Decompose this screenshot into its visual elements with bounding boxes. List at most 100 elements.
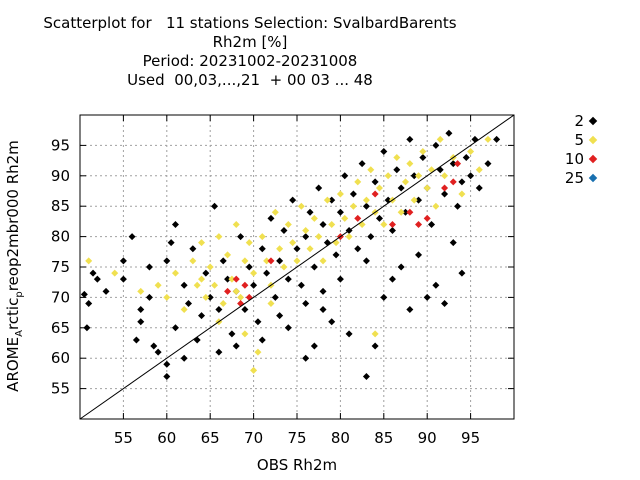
data-point — [232, 342, 240, 350]
data-point — [449, 160, 457, 168]
data-point — [254, 318, 262, 326]
data-point — [475, 184, 483, 192]
data-point — [224, 275, 232, 283]
data-point — [289, 196, 297, 204]
data-point — [267, 299, 275, 307]
data-point — [245, 263, 253, 271]
data-point — [493, 135, 501, 143]
data-point — [289, 239, 297, 247]
data-point — [475, 166, 483, 174]
data-point — [83, 324, 91, 332]
legend-marker — [588, 173, 598, 183]
data-point — [362, 257, 370, 265]
data-point — [423, 184, 431, 192]
data-point — [397, 184, 405, 192]
x-tick-label: 95 — [461, 429, 480, 447]
data-point — [219, 299, 227, 307]
data-point — [345, 330, 353, 338]
data-point — [297, 202, 305, 210]
data-point — [93, 275, 101, 283]
data-point — [293, 257, 301, 265]
legend-item: 5 — [528, 131, 608, 150]
data-point — [349, 190, 357, 198]
y-tick-label: 75 — [51, 258, 70, 276]
data-point — [432, 202, 440, 210]
data-point — [202, 269, 210, 277]
x-tick-label: 90 — [418, 429, 437, 447]
data-point — [384, 172, 392, 180]
data-point — [375, 214, 383, 222]
data-point — [432, 281, 440, 289]
data-point — [454, 202, 462, 210]
data-point — [415, 220, 423, 228]
data-point — [163, 257, 171, 265]
data-point — [297, 281, 305, 289]
x-tick-label: 80 — [331, 429, 350, 447]
data-point — [224, 287, 232, 295]
data-point — [250, 269, 258, 277]
data-point — [441, 299, 449, 307]
data-point — [145, 293, 153, 301]
legend-label: 5 — [574, 131, 584, 149]
legend: 2 5 10 25 — [528, 112, 608, 188]
data-point — [280, 227, 288, 235]
data-point — [254, 348, 262, 356]
data-point — [85, 257, 93, 265]
data-point — [406, 135, 414, 143]
data-point — [380, 293, 388, 301]
data-point — [388, 275, 396, 283]
data-point — [137, 318, 145, 326]
data-point — [328, 318, 336, 326]
data-point — [458, 190, 466, 198]
data-point — [402, 178, 409, 186]
data-point — [258, 245, 266, 253]
data-point — [436, 135, 444, 143]
data-point — [441, 184, 449, 192]
data-point — [284, 324, 292, 332]
data-point — [467, 172, 475, 180]
data-point — [302, 233, 310, 241]
data-point — [323, 196, 331, 204]
title-line-4: Used 00,03,...,21 + 00 03 ... 48 — [127, 71, 373, 89]
data-point — [167, 239, 175, 247]
data-point — [241, 281, 249, 289]
data-point — [215, 306, 223, 314]
data-point — [319, 306, 327, 314]
legend-marker — [588, 154, 598, 164]
legend-marker — [588, 135, 598, 145]
data-point — [445, 129, 453, 137]
data-point — [354, 214, 362, 222]
data-point — [132, 336, 140, 344]
data-point — [198, 312, 206, 320]
data-point — [415, 172, 423, 180]
data-point — [371, 178, 379, 186]
title-line-2: Rh2m [%] — [212, 33, 288, 51]
y-tick-label: 70 — [51, 288, 70, 306]
data-point — [280, 263, 288, 271]
data-point — [263, 257, 271, 265]
data-point — [232, 220, 240, 228]
data-point — [315, 233, 323, 241]
data-point — [284, 220, 292, 228]
data-point — [128, 233, 136, 241]
data-point — [171, 220, 179, 228]
data-point — [306, 245, 314, 253]
data-point — [271, 293, 279, 301]
data-point — [163, 360, 171, 368]
data-point — [415, 251, 423, 259]
data-point — [380, 220, 388, 228]
data-point — [328, 220, 336, 228]
data-point — [354, 245, 362, 253]
data-point — [336, 190, 344, 198]
y-tick-label: 95 — [51, 136, 70, 154]
data-point — [111, 269, 119, 277]
data-point — [211, 202, 219, 210]
data-point — [349, 202, 357, 210]
legend-label: 10 — [564, 150, 584, 168]
x-tick-label: 65 — [201, 429, 220, 447]
data-point — [276, 257, 284, 265]
data-point — [224, 251, 232, 259]
data-point — [180, 281, 188, 289]
data-point — [228, 275, 236, 283]
data-point — [393, 166, 401, 174]
